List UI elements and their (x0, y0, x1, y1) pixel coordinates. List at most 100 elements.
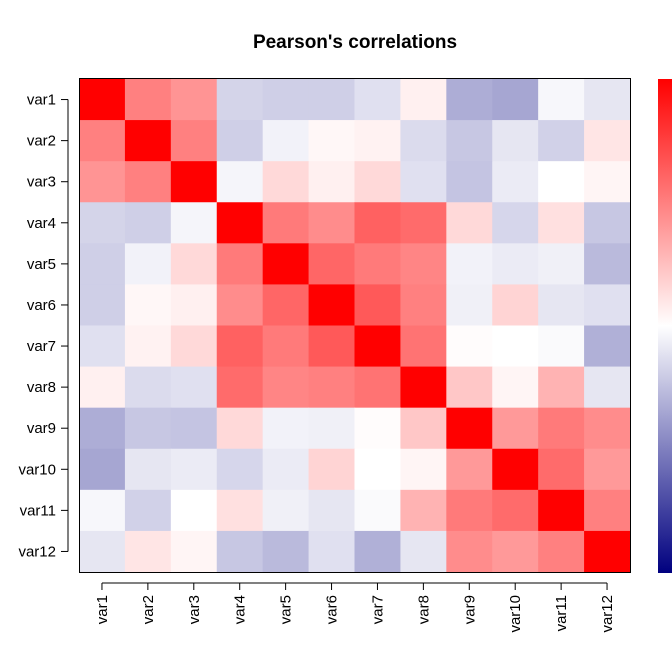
heatmap-cell-var11-var4 (216, 489, 264, 532)
heatmap-cell-var2-var5 (262, 120, 310, 162)
heatmap-cell-var4-var2 (124, 202, 172, 244)
heatmap-cell-var6-var6 (308, 284, 356, 327)
heatmap-cell-var2-var7 (354, 120, 402, 162)
heatmap-cell-var12-var11 (538, 530, 585, 573)
heatmap-cell-var5-var6 (308, 243, 356, 286)
heatmap-cell-var7-var7 (354, 325, 402, 368)
heatmap-cell-var8-var12 (584, 366, 631, 409)
heatmap-cell-var10-var9 (446, 448, 493, 491)
heatmap-cell-var1-var8 (400, 79, 447, 121)
heatmap-cell-var6-var4 (216, 284, 264, 327)
heatmap-cell-var9-var6 (308, 407, 356, 450)
heatmap-cell-var7-var5 (262, 325, 310, 368)
x-tick-label-var9: var9 (461, 595, 478, 624)
heatmap-cell-var5-var2 (124, 243, 172, 286)
heatmap-cell-var1-var2 (124, 79, 172, 121)
x-tick-label-var8: var8 (415, 595, 432, 624)
y-tick-label-var9: var9 (27, 420, 56, 437)
heatmap-cell-var1-var9 (446, 79, 493, 121)
heatmap-cell-var5-var4 (216, 243, 264, 286)
heatmap-cell-var1-var10 (492, 79, 539, 121)
heatmap-cell-var8-var2 (124, 366, 172, 409)
heatmap-cell-var11-var9 (446, 489, 493, 532)
heatmap-cell-var12-var2 (124, 530, 172, 573)
heatmap-cell-var12-var7 (354, 530, 402, 573)
heatmap-cell-var5-var5 (262, 243, 310, 286)
heatmap-cell-var9-var10 (492, 407, 539, 450)
y-tick-label-var3: var3 (27, 174, 56, 191)
heatmap-cell-var7-var8 (400, 325, 447, 368)
x-tick-label-var12: var12 (599, 595, 616, 633)
heatmap-cell-var3-var2 (124, 161, 172, 203)
heatmap-cells (79, 79, 631, 573)
heatmap-cell-var1-var12 (584, 79, 631, 121)
heatmap-cell-var11-var3 (170, 489, 218, 532)
heatmap-cell-var1-var5 (262, 79, 310, 121)
x-axis: var1 var2 var3 var4 var5 var6 var7 var8 var9 var1… (94, 582, 616, 633)
heatmap-cell-var5-var12 (584, 243, 631, 286)
heatmap-cell-var7-var3 (170, 325, 218, 368)
heatmap-cell-var9-var2 (124, 407, 172, 450)
heatmap-cell-var7-var9 (446, 325, 493, 368)
chart-title: Pearson's correlations (253, 32, 457, 53)
x-tick-label-var7: var7 (369, 595, 386, 624)
heatmap-cell-var4-var12 (584, 202, 631, 244)
y-tick-label-var4: var4 (27, 215, 56, 232)
heatmap-cell-var11-var1 (79, 489, 126, 532)
heatmap-cell-var4-var8 (400, 202, 447, 244)
heatmap-cell-var7-var6 (308, 325, 356, 368)
heatmap-cell-var9-var12 (584, 407, 631, 450)
heatmap-cell-var5-var8 (400, 243, 447, 286)
heatmap-cell-var9-var8 (400, 407, 447, 450)
heatmap-cell-var8-var9 (446, 366, 493, 409)
x-tick-label-var1: var1 (94, 595, 111, 624)
heatmap-cell-var12-var1 (79, 530, 126, 573)
heatmap-cell-var12-var12 (584, 530, 631, 573)
heatmap-cell-var5-var11 (538, 243, 585, 286)
heatmap-cell-var8-var5 (262, 366, 310, 409)
heatmap-cell-var5-var7 (354, 243, 402, 286)
heatmap-cell-var10-var7 (354, 448, 402, 491)
heatmap-cell-var4-var3 (170, 202, 218, 244)
heatmap-cell-var11-var2 (124, 489, 172, 532)
x-tick-label-var10: var10 (507, 595, 524, 633)
y-tick-label-var5: var5 (27, 256, 56, 273)
heatmap-cell-var1-var3 (170, 79, 218, 121)
heatmap-cell-var1-var6 (308, 79, 356, 121)
heatmap-cell-var10-var3 (170, 448, 218, 491)
heatmap-cell-var10-var6 (308, 448, 356, 491)
heatmap-cell-var4-var10 (492, 202, 539, 244)
heatmap-cell-var10-var1 (79, 448, 126, 491)
heatmap-cell-var8-var4 (216, 366, 264, 409)
heatmap-cell-var12-var9 (446, 530, 493, 573)
heatmap-cell-var1-var4 (216, 79, 264, 121)
heatmap-cell-var7-var11 (538, 325, 585, 368)
x-tick-label-var5: var5 (278, 595, 295, 624)
heatmap-cell-var4-var7 (354, 202, 402, 244)
heatmap-cell-var10-var2 (124, 448, 172, 491)
heatmap-cell-var3-var8 (400, 161, 447, 203)
y-tick-label-var11: var11 (20, 502, 56, 519)
heatmap-cell-var6-var11 (538, 284, 585, 327)
heatmap-cell-var12-var4 (216, 530, 264, 573)
heatmap-cell-var6-var3 (170, 284, 218, 327)
heatmap-cell-var9-var11 (538, 407, 585, 450)
heatmap-cell-var9-var9 (446, 407, 493, 450)
heatmap-cell-var3-var12 (584, 161, 631, 203)
heatmap-cell-var2-var10 (492, 120, 539, 162)
heatmap-cell-var9-var4 (216, 407, 264, 450)
heatmap-cell-var10-var10 (492, 448, 539, 491)
heatmap-cell-var12-var5 (262, 530, 310, 573)
heatmap-cell-var6-var10 (492, 284, 539, 327)
heatmap-cell-var9-var7 (354, 407, 402, 450)
heatmap-cell-var11-var8 (400, 489, 447, 532)
heatmap-cell-var3-var5 (262, 161, 310, 203)
heatmap-cell-var4-var5 (262, 202, 310, 244)
heatmap-cell-var2-var9 (446, 120, 493, 162)
heatmap-cell-var5-var9 (446, 243, 493, 286)
y-tick-label-var8: var8 (27, 379, 56, 396)
y-tick-label-var12: var12 (18, 543, 56, 560)
heatmap-cell-var3-var3 (170, 161, 218, 203)
x-tick-label-var6: var6 (324, 595, 341, 624)
